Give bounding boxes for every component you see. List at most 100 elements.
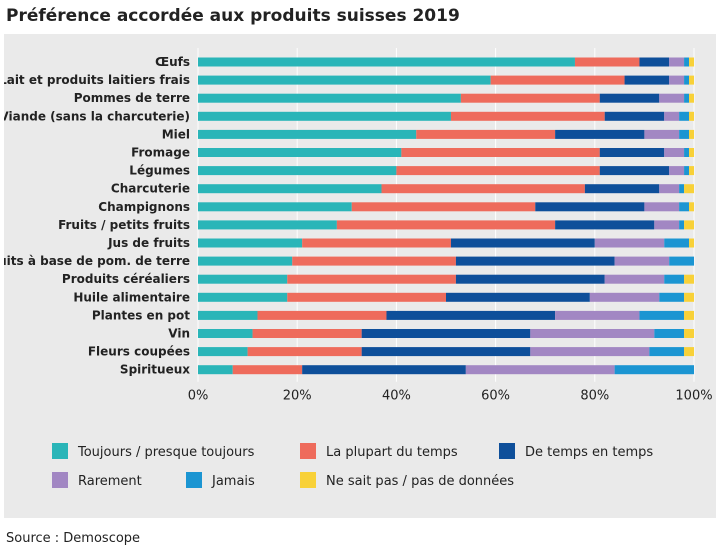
bar-segment [659,93,685,103]
category-label: Spiritueux [120,363,190,377]
legend-label: La plupart du temps [326,445,458,460]
bar-segment [654,329,685,338]
legend-swatch [52,472,68,488]
legend-label: Toujours / presque toujours [77,445,255,460]
bar-segment [381,184,585,194]
bar-segment [416,129,556,139]
bar-segment [198,365,233,375]
category-label: Jus de fruits [107,236,190,250]
bar-segment [252,329,362,338]
bar-segment [684,329,694,338]
bar-segment [247,347,362,357]
bar-segment [679,111,690,121]
bar-segment [257,310,387,320]
bar-segment [644,129,680,139]
bar-segment [684,148,690,157]
legend-label: De temps en temps [525,445,653,460]
bar-segment [336,220,556,230]
bar-segment [684,57,690,67]
category-label: Champignons [98,200,190,214]
bar-segment [198,129,417,139]
chart-title: Préférence accordée aux produits suisses… [6,6,460,26]
bar-segment [679,202,690,212]
bar-segment [659,292,685,302]
bar-segment [684,184,694,194]
bar-segment [664,274,685,284]
bar-segment [684,347,694,357]
bar-segment [455,256,615,266]
bar-segment [302,365,466,375]
legend-label: Rarement [78,474,142,489]
legend-swatch [52,443,68,459]
bar-segment [679,184,685,194]
bar-segment [639,310,685,320]
bar-segment [679,129,690,139]
category-label: Huile alimentaire [73,290,190,304]
bar-segment [669,57,685,67]
category-label: Produits céréaliers [62,272,190,286]
bar-segment [198,274,288,284]
bar-segment [555,129,645,139]
bar-segment [684,274,694,284]
bar-segment [669,166,685,176]
category-label: Vin [168,327,190,341]
legend-swatch [186,472,202,488]
bar-segment [401,148,600,157]
bar-segment [287,274,456,284]
bar-segment [198,75,491,85]
bar-segment [198,329,253,338]
bar-segment [684,220,694,230]
bar-segment [232,365,303,375]
bar-segment [530,347,650,357]
x-tick-label: 100% [675,389,712,404]
bar-segment [689,148,694,157]
bar-segment [361,347,531,357]
bar-segment [465,365,615,375]
chart-panel: 0% 20% 40% 60% 80% 100% Œufs Lait et produits l… [4,34,716,518]
bar-segment [555,310,640,320]
legend-swatch [499,443,515,459]
bar-segment [450,111,605,121]
stacked-bar-chart: 0% 20% 40% 60% 80% 100% Œufs Lait et produits l… [4,48,713,489]
bar-segment [198,166,397,176]
bar-segment [198,93,461,103]
bar-segment [669,256,694,266]
bar-segment [198,347,248,357]
bar-segment [689,238,694,248]
legend-label: Jamais [211,474,255,489]
bar-segment [684,166,690,176]
bar-segment [351,202,536,212]
bar-segment [555,220,655,230]
category-label: Pommes de terre [74,91,190,105]
category-label: Plantes en pot [92,308,190,322]
bar-segment [198,310,258,320]
bar-segment [684,292,694,302]
bar-segment [198,202,352,212]
category-label: Œufs [155,55,190,69]
bar-segment [644,202,680,212]
x-tick-label: 60% [481,389,510,404]
bar-segment [198,57,575,67]
bar-segment [689,75,694,85]
bar-segment [292,256,456,266]
category-label: Légumes [129,164,190,178]
bar-segment [664,238,690,248]
bar-segment [490,75,625,85]
bar-segment [386,310,556,320]
category-label: Fruits / petits fruits [58,218,190,232]
bar-segment [649,347,685,357]
bar-segment [599,166,670,176]
bar-segment [654,220,680,230]
bar-segment [361,329,531,338]
category-label: Charcuterie [111,182,190,196]
bar-segment [535,202,645,212]
bar-segment [455,274,605,284]
bar-segment [396,166,600,176]
bar-segment [302,238,451,248]
bar-segment [689,111,694,121]
category-label: Produits à base de pom. de terre [4,254,190,268]
category-label: Fromage [131,146,190,160]
bar-segment [584,184,660,194]
bar-segment [198,111,451,121]
category-label: Miel [162,127,190,141]
